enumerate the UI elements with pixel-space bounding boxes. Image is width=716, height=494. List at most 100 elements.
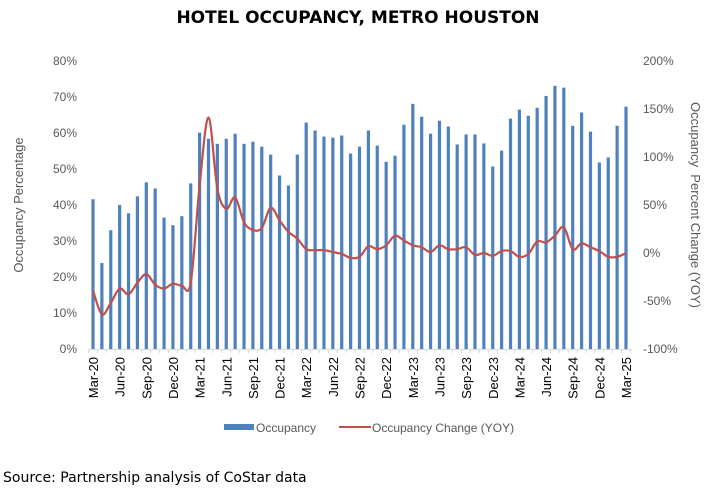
y2-tick-label: 50% xyxy=(643,198,667,212)
bar-Jun-23 xyxy=(437,120,442,349)
bar-Jan-21 xyxy=(180,216,184,349)
bar-Mar-22 xyxy=(304,122,308,349)
bar-Apr-22 xyxy=(313,130,317,349)
x-tick-label: Dec-23 xyxy=(486,357,501,399)
bar-Aug-24 xyxy=(562,87,566,349)
bar-Feb-22 xyxy=(295,154,299,349)
bar-Nov-20 xyxy=(162,217,166,349)
x-tick-label: Mar-23 xyxy=(406,357,421,398)
x-tick-label: Mar-22 xyxy=(299,357,314,398)
bar-Mar-24 xyxy=(517,109,521,349)
x-tick-label: Jun-23 xyxy=(432,357,447,397)
source-note: Source: Partnership analysis of CoStar d… xyxy=(3,470,307,486)
bar-Jul-23 xyxy=(446,126,450,350)
y-tick-label: 20% xyxy=(53,270,77,284)
bar-Jul-21 xyxy=(233,133,237,349)
bar-Jun-20 xyxy=(118,205,122,349)
bar-Oct-21 xyxy=(260,146,264,349)
x-tick-label: Mar-21 xyxy=(193,357,208,398)
bar-Sep-21 xyxy=(251,141,255,349)
x-tick-label: Jun-22 xyxy=(326,357,341,397)
bar-Jan-22 xyxy=(286,185,291,349)
bar-Nov-24 xyxy=(588,131,593,349)
bar-Feb-24 xyxy=(508,118,513,349)
bar-May-24 xyxy=(535,107,539,349)
y-tick-label: 70% xyxy=(53,90,77,104)
x-tick-label: Sep-21 xyxy=(246,357,261,399)
bar-Jan-25 xyxy=(606,157,610,349)
x-tick-label: Mar-20 xyxy=(86,357,101,398)
x-tick-label: Jun-24 xyxy=(539,357,554,397)
x-tick-label: Sep-23 xyxy=(459,357,474,399)
bar-Apr-21 xyxy=(206,138,211,349)
x-tick-label: Sep-22 xyxy=(353,357,368,399)
bar-Jan-23 xyxy=(393,155,397,349)
y-tick-label: 0% xyxy=(60,342,78,356)
x-axis: Mar-20 Jun-20 Sep-20 Dec-20 Mar-21 Jun-21 Sep-… xyxy=(86,349,634,399)
bar-Jun-22 xyxy=(331,137,335,349)
y-tick-label: 30% xyxy=(53,234,77,248)
bar-Aug-23 xyxy=(455,144,459,349)
bar-Jul-24 xyxy=(553,85,557,349)
bar-Sep-24 xyxy=(571,125,575,349)
bar-Feb-23 xyxy=(402,124,406,349)
bar-Dec-23 xyxy=(491,166,495,349)
bar-Feb-25 xyxy=(615,125,619,349)
legend-label-change: Occupancy Change (YOY) xyxy=(372,421,514,435)
legend-swatch-occupancy xyxy=(224,424,254,430)
bar-Dec-21 xyxy=(277,175,282,349)
bar-Dec-24 xyxy=(597,162,601,349)
bar-Jul-20 xyxy=(126,213,131,349)
bar-Aug-20 xyxy=(135,196,140,349)
bar-Apr-20 xyxy=(100,262,104,349)
x-tick-label: Jun-21 xyxy=(219,357,234,397)
y-tick-label: 60% xyxy=(53,126,77,140)
bar-Aug-21 xyxy=(242,143,246,349)
x-tick-label: Sep-20 xyxy=(139,357,154,399)
bar-Jan-24 xyxy=(500,150,504,349)
bar-Dec-22 xyxy=(384,161,388,349)
x-tick-label: Jun-20 xyxy=(113,357,128,397)
right-axis: -100% -50% 0% 50% 100% 150% 200% xyxy=(643,54,678,356)
bar-Oct-22 xyxy=(366,130,370,349)
bar-Jun-21 xyxy=(224,138,228,349)
bar-Sep-22 xyxy=(357,146,362,349)
y2-tick-label: 0% xyxy=(643,246,661,260)
y-tick-label: 10% xyxy=(53,306,77,320)
y-tick-label: 40% xyxy=(53,198,77,212)
y2-tick-label: 200% xyxy=(643,54,674,68)
bar-Apr-23 xyxy=(420,116,424,349)
bar-May-22 xyxy=(322,136,326,349)
legend: Occupancy Occupancy Change (YOY) xyxy=(224,421,514,435)
x-tick-label: Mar-25 xyxy=(619,357,634,398)
y-tick-label: 80% xyxy=(53,54,77,68)
x-tick-label: Sep-24 xyxy=(566,357,581,399)
bar-Mar-23 xyxy=(411,103,415,349)
bar-Aug-22 xyxy=(349,153,353,349)
bar-Sep-23 xyxy=(464,134,468,349)
bar-Dec-20 xyxy=(171,225,175,349)
bar-May-23 xyxy=(428,133,433,349)
y2-tick-label: 150% xyxy=(643,102,674,116)
x-tick-label: Dec-22 xyxy=(379,357,394,399)
y-axis-title: Occupancy Percentage xyxy=(11,137,26,272)
chart-title: HOTEL OCCUPANCY, METRO HOUSTON xyxy=(176,8,539,28)
bar-Nov-21 xyxy=(269,154,273,349)
occupancy-bars xyxy=(91,85,628,350)
bar-Oct-24 xyxy=(579,112,584,349)
bar-May-21 xyxy=(215,143,219,349)
bar-Oct-20 xyxy=(153,188,157,349)
bar-Sep-20 xyxy=(144,182,148,349)
bar-Nov-22 xyxy=(375,145,379,349)
x-tick-label: Dec-20 xyxy=(166,357,181,399)
y2-tick-label: -100% xyxy=(643,342,678,356)
x-tick-label: Dec-24 xyxy=(592,357,607,399)
bar-Oct-23 xyxy=(473,134,477,349)
bar-Mar-25 xyxy=(624,106,628,349)
y2-tick-label: -50% xyxy=(643,294,671,308)
x-tick-label: Mar-24 xyxy=(512,357,527,398)
left-axis: 0% 10% 20% 30% 40% 50% 60% 70% 80% xyxy=(53,54,77,356)
bar-Apr-24 xyxy=(526,115,530,349)
y2-tick-label: 100% xyxy=(643,150,674,164)
